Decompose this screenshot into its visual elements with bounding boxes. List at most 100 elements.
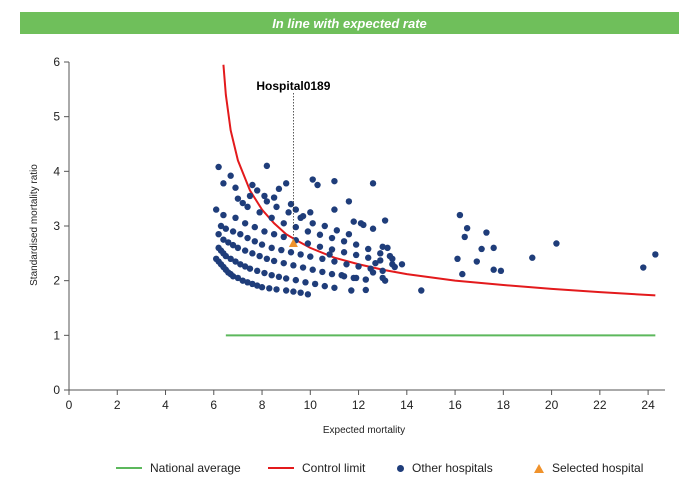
hospital-point [379, 243, 386, 250]
hospital-point [299, 264, 307, 271]
hospital-point [241, 220, 249, 227]
hospital-point [270, 231, 278, 238]
hospital-point [529, 254, 536, 261]
hospital-point [241, 263, 249, 270]
y-tick-label: 0 [53, 383, 60, 397]
hospital-point [222, 225, 230, 232]
hospital-point [292, 223, 300, 231]
hospital-point [304, 291, 312, 298]
hospital-point [490, 266, 497, 273]
selected-triangle-swatch [534, 463, 544, 473]
hospital-point [280, 259, 287, 267]
hospital-point [360, 221, 367, 229]
legend-item-others: Other hospitals [397, 458, 493, 478]
hospital-point [280, 233, 287, 241]
hospital-point [275, 185, 283, 193]
hospital-point [237, 231, 244, 238]
hospital-point [246, 192, 254, 200]
control-limit-line [222, 64, 656, 297]
hospital-point [352, 241, 360, 248]
hospital-point [328, 234, 336, 242]
hospital-point [256, 252, 263, 260]
banner-text: In line with expected rate [272, 15, 427, 31]
hospital-point [311, 280, 319, 288]
hospital-point [309, 266, 316, 273]
hospital-point [254, 187, 261, 194]
hospital-point [316, 243, 324, 250]
hospital-point [244, 234, 251, 242]
hospital-point [362, 286, 369, 294]
hospital-point [285, 209, 292, 216]
selected-hospital-marker [288, 238, 298, 247]
legend-label-control: Control limit [302, 461, 366, 475]
control-line-swatch [268, 467, 294, 469]
hospital-point [290, 288, 297, 295]
hospital-point [459, 270, 466, 278]
hospital-point [280, 220, 287, 227]
hospital-point [212, 206, 220, 213]
hospital-point [321, 222, 328, 230]
hospital-point [249, 280, 256, 288]
hospital-point [220, 180, 227, 187]
hospital-point [386, 252, 394, 260]
x-tick-label: 0 [66, 398, 73, 412]
hospital-point [331, 258, 338, 265]
hospital-point [229, 241, 237, 249]
hospital-point [321, 282, 328, 290]
hospital-point [652, 251, 659, 258]
hospital-point [234, 195, 242, 202]
hospital-point [307, 209, 314, 216]
hospital-point [328, 246, 336, 253]
hospital-point [343, 261, 350, 268]
hospital-point [266, 285, 273, 292]
hospital-point [316, 231, 324, 238]
hospital-point [391, 263, 398, 271]
hospital-point [309, 176, 316, 183]
hospital-point [297, 289, 304, 296]
hospital-point [246, 265, 254, 272]
x-tick-label: 10 [304, 398, 318, 412]
hospital-point [241, 247, 249, 254]
hospital-point [278, 246, 285, 254]
hospital-point [229, 273, 237, 280]
legend: National average Control limit Other hos… [0, 458, 700, 478]
hospital-point [256, 209, 263, 216]
x-tick-label: 24 [641, 398, 655, 412]
hospital-point [287, 200, 295, 208]
hospital-point [268, 244, 275, 252]
x-tick-label: 20 [545, 398, 559, 412]
hospital-point [307, 253, 314, 260]
x-axis-label: Expected mortality [323, 425, 405, 436]
hospital-point [483, 229, 490, 236]
hospital-point [381, 217, 389, 224]
hospital-point [270, 194, 278, 201]
hospital-point [244, 203, 251, 211]
hospital-point [478, 245, 485, 253]
national-line-swatch [116, 467, 142, 469]
hospital-point [227, 255, 234, 262]
hospital-point [338, 272, 345, 279]
hospital-point [261, 228, 268, 235]
hospital-point [379, 267, 386, 275]
hospital-point [249, 250, 256, 257]
hospital-point [227, 172, 234, 179]
hospital-point [290, 262, 297, 269]
hospital-point [270, 257, 278, 265]
annotation-layer: Hospital0189 [256, 79, 331, 247]
x-tick-label: 8 [259, 398, 266, 412]
hospital-point [234, 244, 242, 252]
hospital-point [369, 269, 377, 276]
hospital-point [340, 249, 348, 256]
series-layer [212, 64, 659, 337]
y-axis-label: Standardised mortality ratio [29, 164, 40, 286]
hospital-point [304, 228, 312, 235]
hospital-point [237, 261, 244, 268]
y-tick-label: 5 [53, 110, 60, 124]
hospital-point [319, 255, 326, 262]
legend-label-others: Other hospitals [412, 461, 493, 475]
hospital-point [217, 222, 225, 230]
hospital-point [456, 211, 464, 219]
others-dot-swatch [397, 464, 404, 472]
